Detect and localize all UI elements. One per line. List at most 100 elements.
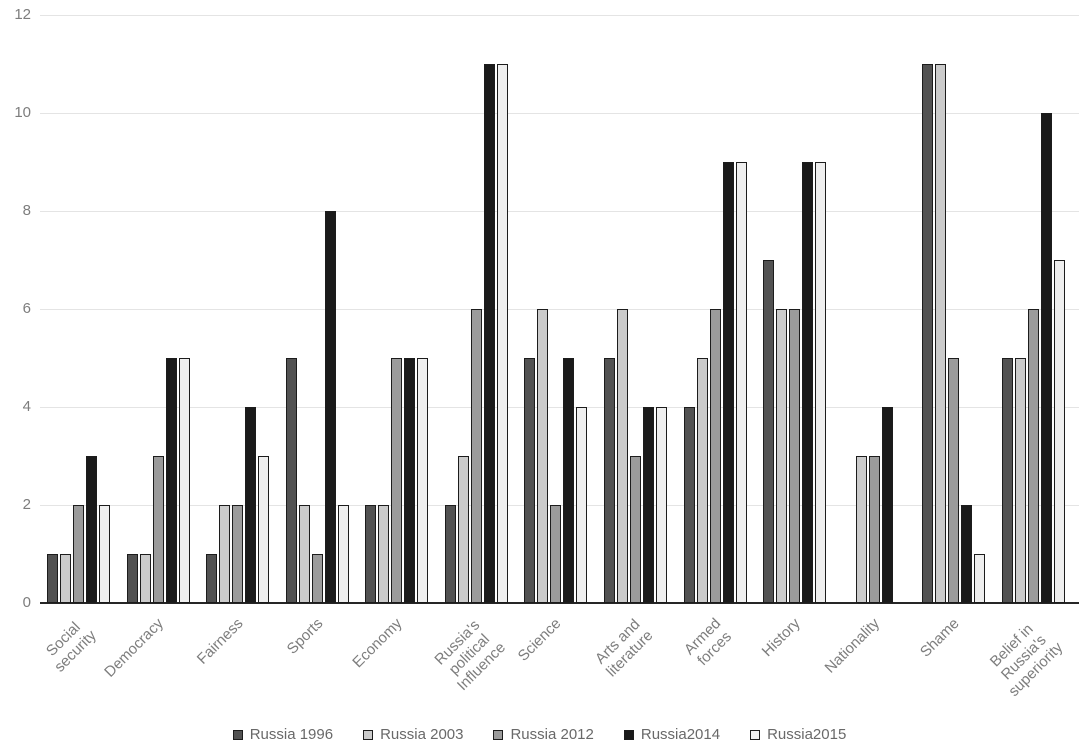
y-tick-label: 10 bbox=[14, 104, 31, 121]
bar bbox=[378, 505, 390, 603]
bar bbox=[617, 309, 629, 603]
bar-cluster bbox=[47, 456, 110, 603]
category-label: History bbox=[758, 615, 804, 661]
y-tick-label: 8 bbox=[22, 202, 31, 219]
gridline bbox=[40, 211, 1079, 212]
x-label-slot: History bbox=[759, 605, 826, 717]
legend-label: Russia2015 bbox=[767, 726, 847, 743]
bar bbox=[60, 554, 71, 603]
bar bbox=[696, 358, 708, 603]
bar-cluster bbox=[763, 162, 827, 603]
bar bbox=[815, 162, 827, 603]
bar bbox=[868, 456, 880, 603]
category-label: Belief in Russia's superiority bbox=[986, 620, 1067, 700]
bar bbox=[735, 162, 747, 603]
bar bbox=[483, 64, 495, 603]
legend-swatch bbox=[363, 729, 374, 740]
category-label: Russia's political Influence bbox=[431, 616, 510, 695]
bar bbox=[683, 407, 695, 603]
bar bbox=[1040, 113, 1052, 603]
bar-cluster bbox=[683, 162, 747, 603]
bar-cluster bbox=[206, 407, 270, 603]
bar bbox=[709, 309, 721, 603]
gridline bbox=[40, 309, 1079, 310]
bar bbox=[365, 505, 377, 603]
bar bbox=[604, 358, 616, 603]
bar bbox=[152, 456, 164, 603]
x-label-slot: Science bbox=[515, 605, 587, 717]
bar bbox=[245, 407, 257, 603]
x-label-slot: Arts and literature bbox=[592, 605, 667, 717]
y-tick-label: 2 bbox=[22, 496, 31, 513]
bar bbox=[232, 505, 244, 603]
category-label: Sports bbox=[283, 615, 327, 658]
legend-item: Russia2015 bbox=[750, 726, 846, 743]
bar-cluster bbox=[285, 211, 349, 603]
gridline bbox=[40, 15, 1079, 16]
legend: Russia 1996 Russia 2003 Russia 2012 Russia2… bbox=[0, 726, 1079, 743]
bar-clusters bbox=[40, 15, 1079, 603]
bar bbox=[881, 407, 893, 603]
legend-label: Russia2014 bbox=[640, 726, 721, 743]
x-axis-line bbox=[40, 602, 1079, 604]
category-label: Economy bbox=[349, 615, 406, 672]
legend-swatch bbox=[493, 729, 504, 740]
bar bbox=[1001, 358, 1013, 603]
x-label-slot: Fairness bbox=[194, 605, 269, 717]
category-label: Science bbox=[515, 615, 565, 665]
y-tick-label: 12 bbox=[14, 6, 31, 23]
legend-item: Russia 2012 bbox=[493, 726, 594, 743]
y-tick-label: 4 bbox=[22, 398, 31, 415]
bar-cluster bbox=[365, 358, 429, 603]
bar bbox=[337, 505, 349, 603]
bar bbox=[855, 456, 867, 603]
bar bbox=[219, 505, 231, 603]
bar bbox=[73, 505, 84, 603]
x-label-slot: Democracy bbox=[101, 605, 190, 717]
legend-swatch bbox=[750, 729, 761, 740]
bar bbox=[139, 554, 151, 603]
x-label-slot: Russia's political Influence bbox=[432, 605, 509, 717]
bar bbox=[643, 407, 655, 603]
gridline bbox=[40, 113, 1079, 114]
bar-cluster bbox=[524, 309, 588, 603]
bar bbox=[630, 456, 642, 603]
bar bbox=[550, 505, 562, 603]
category-label: Social security bbox=[42, 618, 100, 676]
bar bbox=[86, 456, 97, 603]
bar bbox=[763, 260, 775, 603]
bar bbox=[324, 211, 336, 603]
bar bbox=[1027, 309, 1039, 603]
x-label-slot: Sports bbox=[283, 605, 349, 717]
x-axis-labels: Social security Democracy Fairness Sports Ec… bbox=[40, 605, 1079, 717]
bar bbox=[298, 505, 310, 603]
bar bbox=[165, 358, 177, 603]
legend-swatch bbox=[232, 729, 243, 740]
y-tick-label: 6 bbox=[22, 300, 31, 317]
bar-cluster bbox=[843, 407, 906, 603]
bar-cluster bbox=[604, 309, 668, 603]
x-label-slot: Shame bbox=[917, 605, 985, 717]
gridline bbox=[40, 407, 1079, 408]
bar bbox=[776, 309, 788, 603]
x-label-slot: Armed forces bbox=[680, 605, 747, 717]
bar bbox=[656, 407, 668, 603]
legend-label: Russia 2012 bbox=[510, 726, 594, 743]
bar bbox=[470, 309, 482, 603]
bar bbox=[948, 358, 960, 603]
bar bbox=[789, 309, 801, 603]
legend-label: Russia 1996 bbox=[249, 726, 334, 743]
category-label: Fairness bbox=[193, 615, 247, 668]
bar bbox=[417, 358, 429, 603]
bar bbox=[496, 64, 508, 603]
legend-label: Russia 2003 bbox=[380, 726, 464, 743]
bar bbox=[576, 407, 588, 603]
bar bbox=[99, 505, 110, 603]
bar bbox=[1053, 260, 1065, 603]
bar-cluster bbox=[1001, 113, 1065, 603]
category-label: Armed forces bbox=[680, 615, 735, 670]
bar bbox=[285, 358, 297, 603]
x-label-slot: Economy bbox=[349, 605, 428, 717]
bar bbox=[722, 162, 734, 603]
